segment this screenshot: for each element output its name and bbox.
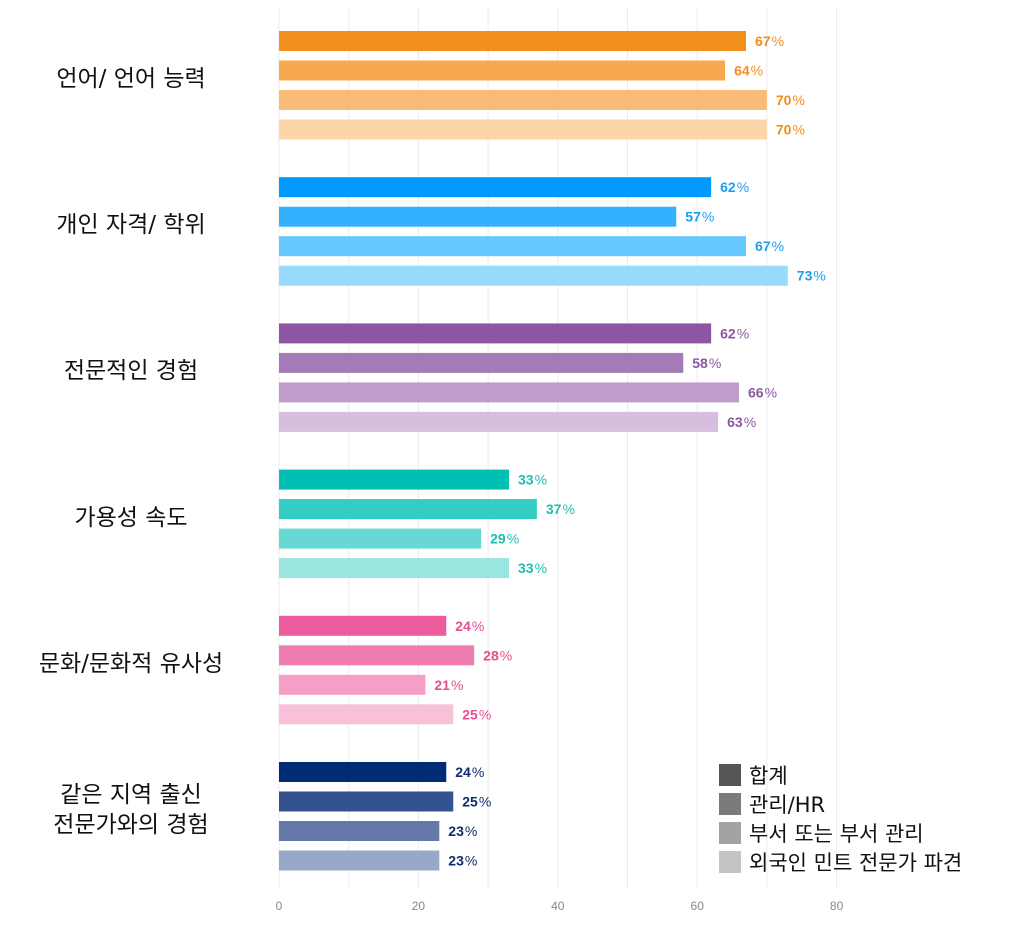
data-label: 67% [755,33,784,49]
bar [279,411,719,432]
data-label: 62% [720,325,749,341]
data-label: 37% [546,501,575,517]
bar [279,265,788,286]
data-label: 62% [720,179,749,195]
legend-item: 합계 [719,760,962,789]
data-label: 70% [776,122,805,138]
data-label: 23% [448,823,477,839]
data-label: 33% [518,560,547,576]
category-label-line: 전문가와의 경험 [53,812,209,838]
category-label: 개인 자격/ 학위 [1,210,261,240]
data-label: 24% [455,618,484,634]
bar [279,762,447,782]
legend-label: 관리/HR [749,792,826,817]
data-label: 24% [455,764,484,780]
bar [279,850,440,871]
bar [279,177,712,198]
x-tick-label: 0 [276,899,283,913]
x-tick-label: 20 [412,899,426,913]
category-label-line: 언어/ 언어 능력 [56,66,206,92]
data-label: 23% [448,853,477,869]
legend-label: 부서 또는 부서 관리 [749,821,924,846]
data-label: 70% [776,92,805,108]
category-label: 문화/문화적 유사성 [1,649,261,679]
legend-swatch [719,821,741,844]
bar [279,206,677,227]
legend-swatch [719,792,741,815]
x-tick-label: 80 [830,899,844,913]
category-label-line: 가용성 속도 [74,504,188,531]
bar [279,615,447,636]
bar [279,821,440,841]
data-label: 57% [685,209,714,225]
data-label: 58% [692,355,721,371]
category-label-line: 개인 자격/ 학위 [56,212,206,239]
legend-item: 부서 또는 부서 관리 [719,818,962,847]
category-label-line: 같은 지역 출신 [60,782,202,808]
bar [279,528,482,549]
x-tick-label: 40 [551,899,565,913]
category-label: 가용성 속도 [1,503,261,533]
bar [279,704,454,725]
data-label: 25% [462,706,491,722]
legend-label: 합계 [749,763,788,788]
legend-item: 외국인 민트 전문가 파견 [719,847,962,876]
category-label-line: 문화/문화적 유사성 [38,650,224,677]
bar [279,119,767,140]
legend-item: 관리/HR [719,789,962,818]
legend-swatch [719,763,741,786]
bar [279,236,746,257]
data-label: 73% [797,268,826,284]
bar [279,90,767,110]
bar [279,791,454,812]
bar [279,645,475,666]
data-label: 33% [518,472,547,488]
data-label: 64% [734,63,763,79]
bar [279,558,510,579]
data-label: 25% [462,794,491,810]
legend-label: 외국인 민트 전문가 파견 [749,850,963,875]
bar [279,60,726,81]
data-label: 29% [490,531,519,547]
bar [279,674,426,695]
data-label: 21% [434,677,463,693]
bar [279,323,712,344]
data-label: 67% [755,238,784,254]
data-label: 66% [748,384,777,400]
category-label-line: 전문적인 경험 [63,358,199,385]
bar [279,469,510,490]
bar [279,352,684,373]
data-label: 28% [483,647,512,663]
bar [279,499,537,520]
x-tick-label: 60 [691,899,705,913]
data-label: 63% [727,414,756,430]
category-label: 언어/ 언어 능력 [1,64,261,94]
bar [279,382,740,403]
category-label: 전문적인 경험 [1,356,261,386]
bar [279,31,746,51]
legend-swatch [719,850,741,873]
